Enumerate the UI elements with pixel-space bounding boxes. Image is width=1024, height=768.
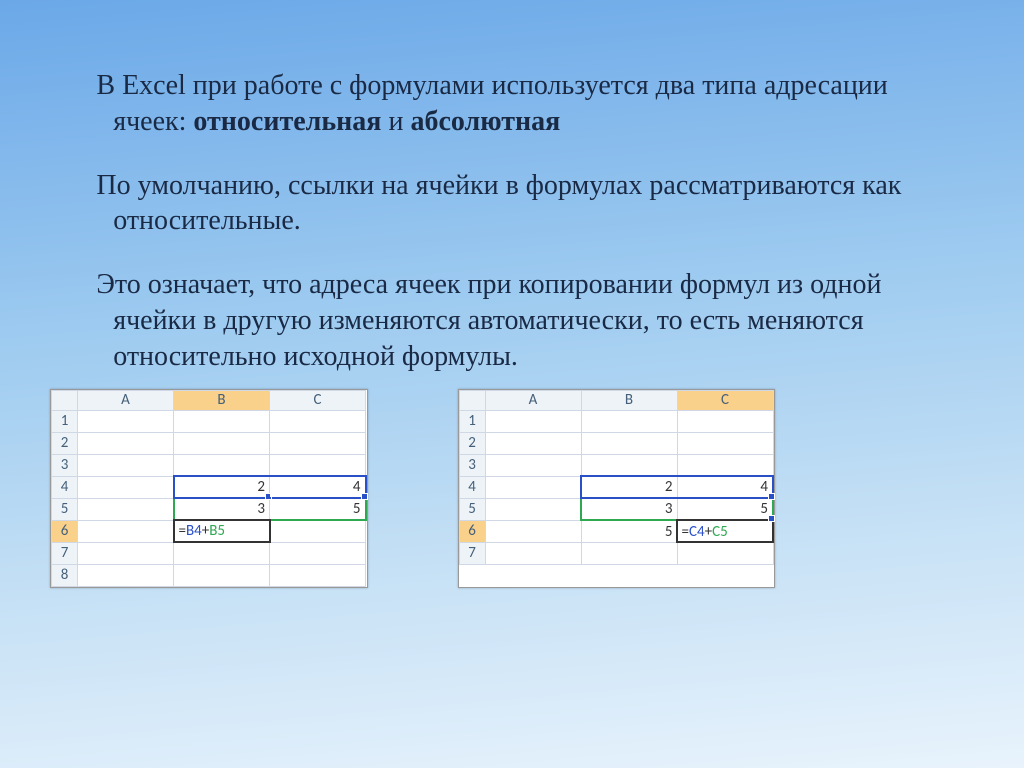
cell[interactable] (485, 432, 581, 454)
row-header-6[interactable]: 6 (52, 520, 78, 542)
cell[interactable] (677, 432, 773, 454)
cell[interactable] (270, 432, 366, 454)
paragraph-3: Это означает, что адреса ячеек при копир… (60, 267, 964, 374)
cell[interactable] (270, 542, 366, 564)
row-header-7[interactable]: 7 (52, 542, 78, 564)
cell-c5[interactable]: 5 (270, 498, 366, 520)
slide: В Excel при работе с формулами используе… (0, 0, 1024, 768)
cell-b5[interactable]: 3 (581, 498, 677, 520)
grid-right: A B C 1 2 3 4 2 4 5 3 5 (459, 390, 775, 565)
corner-cell (459, 390, 485, 410)
cell[interactable] (78, 498, 174, 520)
row-header-6[interactable]: 6 (459, 520, 485, 542)
col-header-b[interactable]: B (581, 390, 677, 410)
formula-text: =C4+C5 (682, 523, 728, 541)
cell[interactable] (485, 454, 581, 476)
paragraph-1: В Excel при работе с формулами используе… (60, 68, 964, 140)
cell[interactable] (581, 410, 677, 432)
cell[interactable] (270, 410, 366, 432)
cell-b6[interactable]: 5 (581, 520, 677, 542)
cell[interactable] (485, 410, 581, 432)
col-header-c[interactable]: C (677, 390, 773, 410)
cell[interactable] (485, 542, 581, 564)
col-header-a[interactable]: A (78, 390, 174, 410)
col-header-b[interactable]: B (174, 390, 270, 410)
cell[interactable] (270, 564, 366, 586)
cell-c4[interactable]: 4 (677, 476, 773, 498)
p1-mid: и (381, 106, 410, 137)
cell-b4[interactable]: 2 (174, 476, 270, 498)
cell[interactable] (581, 542, 677, 564)
cell-c6-formula[interactable]: =C4+C5 (677, 520, 773, 542)
cell[interactable] (174, 410, 270, 432)
cell[interactable] (485, 520, 581, 542)
row-header-5[interactable]: 5 (459, 498, 485, 520)
cell-c4[interactable]: 4 (270, 476, 366, 498)
row-header-3[interactable]: 3 (52, 454, 78, 476)
cell[interactable] (677, 454, 773, 476)
cell-c5[interactable]: 5 (677, 498, 773, 520)
cell[interactable] (270, 520, 366, 542)
cell[interactable] (174, 564, 270, 586)
row-header-1[interactable]: 1 (52, 410, 78, 432)
cell-b6-formula[interactable]: =B4+B5 (174, 520, 270, 542)
row-header-5[interactable]: 5 (52, 498, 78, 520)
row-header-4[interactable]: 4 (459, 476, 485, 498)
cell[interactable] (485, 498, 581, 520)
row-header-7[interactable]: 7 (459, 542, 485, 564)
cell[interactable] (78, 564, 174, 586)
col-header-c[interactable]: C (270, 390, 366, 410)
p1-bold-1: относительная (193, 106, 381, 137)
cell[interactable] (78, 520, 174, 542)
cell[interactable] (78, 410, 174, 432)
cell[interactable] (174, 432, 270, 454)
cell[interactable] (78, 432, 174, 454)
row-header-4[interactable]: 4 (52, 476, 78, 498)
row-header-2[interactable]: 2 (459, 432, 485, 454)
row-header-1[interactable]: 1 (459, 410, 485, 432)
formula-text: =B4+B5 (179, 522, 226, 540)
row-header-3[interactable]: 3 (459, 454, 485, 476)
corner-cell (52, 390, 78, 410)
cell[interactable] (78, 476, 174, 498)
cell[interactable] (174, 542, 270, 564)
paragraph-2: По умолчанию, ссылки на ячейки в формула… (60, 168, 964, 240)
cell[interactable] (581, 432, 677, 454)
cell[interactable] (78, 454, 174, 476)
cell[interactable] (485, 476, 581, 498)
row-header-8[interactable]: 8 (52, 564, 78, 586)
spreadsheet-left: A B C 1 2 3 4 2 4 5 3 5 (50, 389, 368, 588)
col-header-a[interactable]: A (485, 390, 581, 410)
cell-b5[interactable]: 3 (174, 498, 270, 520)
cell[interactable] (270, 454, 366, 476)
examples-row: A B C 1 2 3 4 2 4 5 3 5 (50, 389, 964, 588)
cell[interactable] (677, 542, 773, 564)
grid-left: A B C 1 2 3 4 2 4 5 3 5 (51, 390, 367, 587)
cell[interactable] (78, 542, 174, 564)
cell[interactable] (677, 410, 773, 432)
spreadsheet-right: A B C 1 2 3 4 2 4 5 3 5 (458, 389, 776, 588)
cell[interactable] (581, 454, 677, 476)
cell[interactable] (174, 454, 270, 476)
p1-bold-2: абсолютная (410, 106, 560, 137)
cell-b4[interactable]: 2 (581, 476, 677, 498)
row-header-2[interactable]: 2 (52, 432, 78, 454)
